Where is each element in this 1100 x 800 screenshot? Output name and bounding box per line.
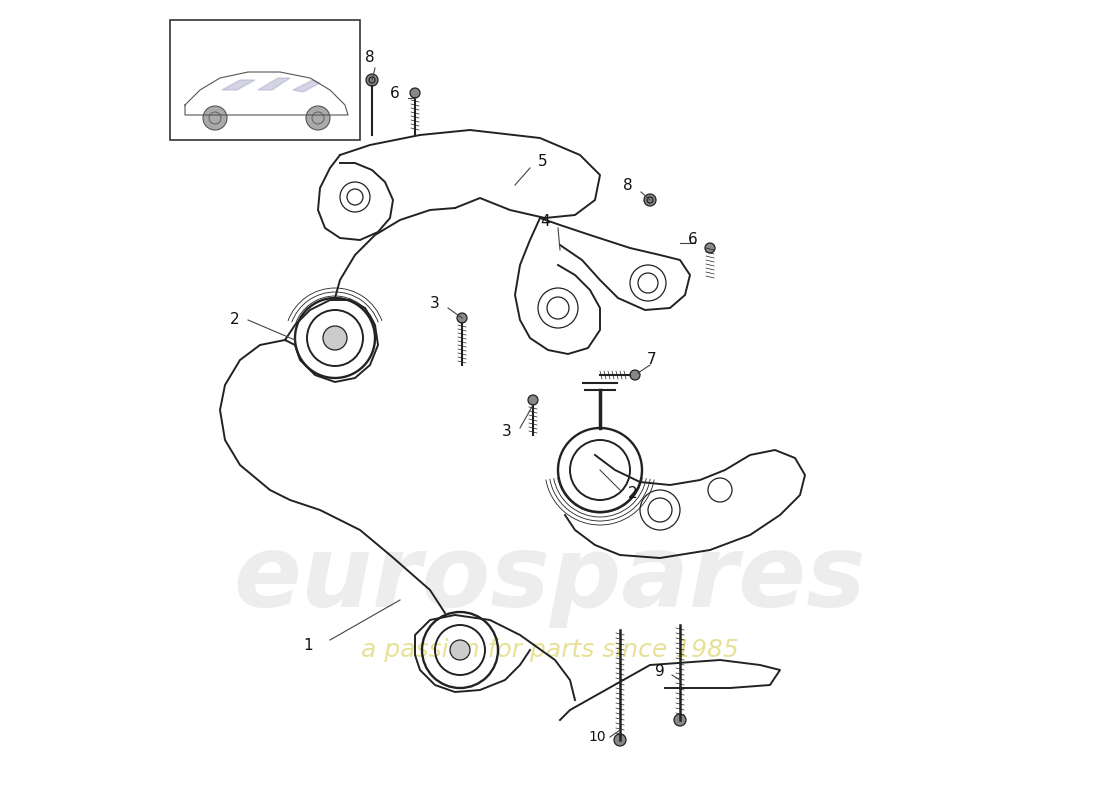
Text: 3: 3 xyxy=(502,425,512,439)
Circle shape xyxy=(323,326,346,350)
Circle shape xyxy=(614,734,626,746)
Circle shape xyxy=(306,106,330,130)
Circle shape xyxy=(410,88,420,98)
Text: 1: 1 xyxy=(304,638,312,653)
Text: 10: 10 xyxy=(588,730,606,744)
Circle shape xyxy=(450,640,470,660)
Circle shape xyxy=(528,395,538,405)
Text: 8: 8 xyxy=(624,178,632,193)
Text: 5: 5 xyxy=(538,154,548,170)
Circle shape xyxy=(674,714,686,726)
Text: 8: 8 xyxy=(365,50,375,66)
Text: a passion for parts since 1985: a passion for parts since 1985 xyxy=(361,638,739,662)
Circle shape xyxy=(705,243,715,253)
Circle shape xyxy=(644,194,656,206)
Polygon shape xyxy=(258,78,290,90)
Text: 2: 2 xyxy=(628,486,638,501)
Text: eurospares: eurospares xyxy=(233,531,867,629)
Text: 6: 6 xyxy=(390,86,400,101)
Text: 3: 3 xyxy=(430,295,440,310)
Circle shape xyxy=(630,370,640,380)
Bar xyxy=(170,20,360,140)
Circle shape xyxy=(204,106,227,130)
Text: 6: 6 xyxy=(689,233,697,247)
Circle shape xyxy=(456,313,468,323)
Polygon shape xyxy=(222,80,255,90)
Text: 4: 4 xyxy=(540,214,550,230)
Text: 7: 7 xyxy=(647,353,657,367)
Text: 2: 2 xyxy=(230,313,240,327)
Text: 9: 9 xyxy=(656,665,664,679)
Circle shape xyxy=(366,74,378,86)
Polygon shape xyxy=(293,80,320,92)
